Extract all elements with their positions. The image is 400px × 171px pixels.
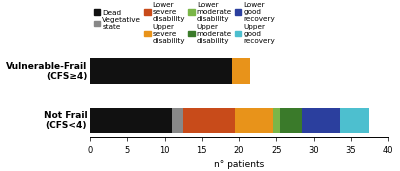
Bar <box>340 108 369 133</box>
Bar <box>90 108 172 133</box>
Bar <box>280 108 302 133</box>
Bar <box>90 58 232 84</box>
Bar <box>232 58 250 84</box>
X-axis label: n° patients: n° patients <box>214 160 264 169</box>
Bar <box>302 108 340 133</box>
Bar <box>272 108 280 133</box>
Bar <box>172 108 183 133</box>
Bar <box>183 108 235 133</box>
Bar <box>235 108 272 133</box>
Legend: Dead, Vegetative
state, Lower
severe
disability, Upper
severe
disability, Lower
: Dead, Vegetative state, Lower severe dis… <box>91 0 278 47</box>
